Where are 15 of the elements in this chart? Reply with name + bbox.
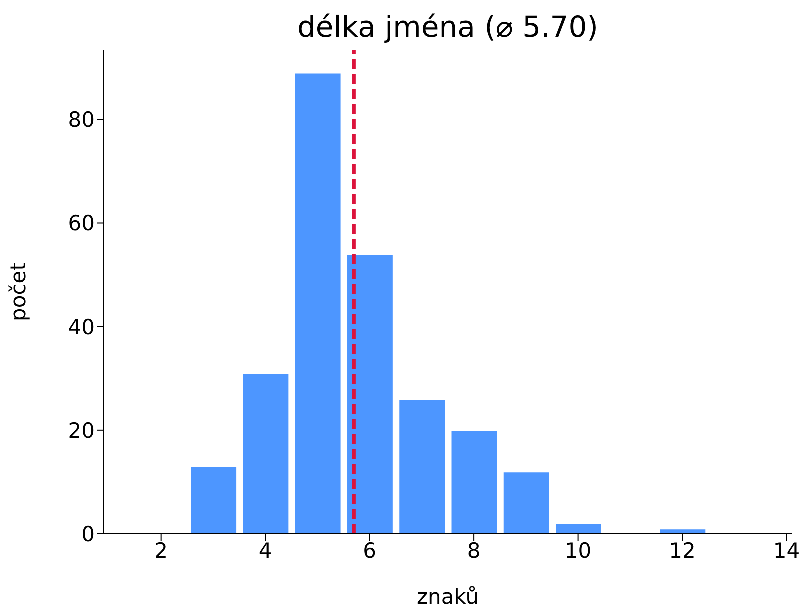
x-tick-label: 10 xyxy=(564,538,592,563)
y-tick-label: 80 xyxy=(68,108,95,132)
y-tick-label: 0 xyxy=(82,522,95,546)
x-tick-label: 12 xyxy=(669,538,696,563)
x-axis-title: znaků xyxy=(416,585,480,609)
x-tick-label: 4 xyxy=(258,538,272,563)
y-tick-label: 20 xyxy=(68,418,95,443)
x-tick-label: 6 xyxy=(363,538,377,563)
x-tick-label: 14 xyxy=(773,538,800,563)
y-axis-title: počet xyxy=(6,262,30,322)
y-tick-label: 40 xyxy=(68,315,95,340)
chart-title: délka jména (⌀ 5.70) xyxy=(296,10,600,44)
x-tick-label: 8 xyxy=(467,538,481,563)
x-tick-label: 2 xyxy=(154,538,168,563)
y-tick-label: 60 xyxy=(68,212,95,236)
